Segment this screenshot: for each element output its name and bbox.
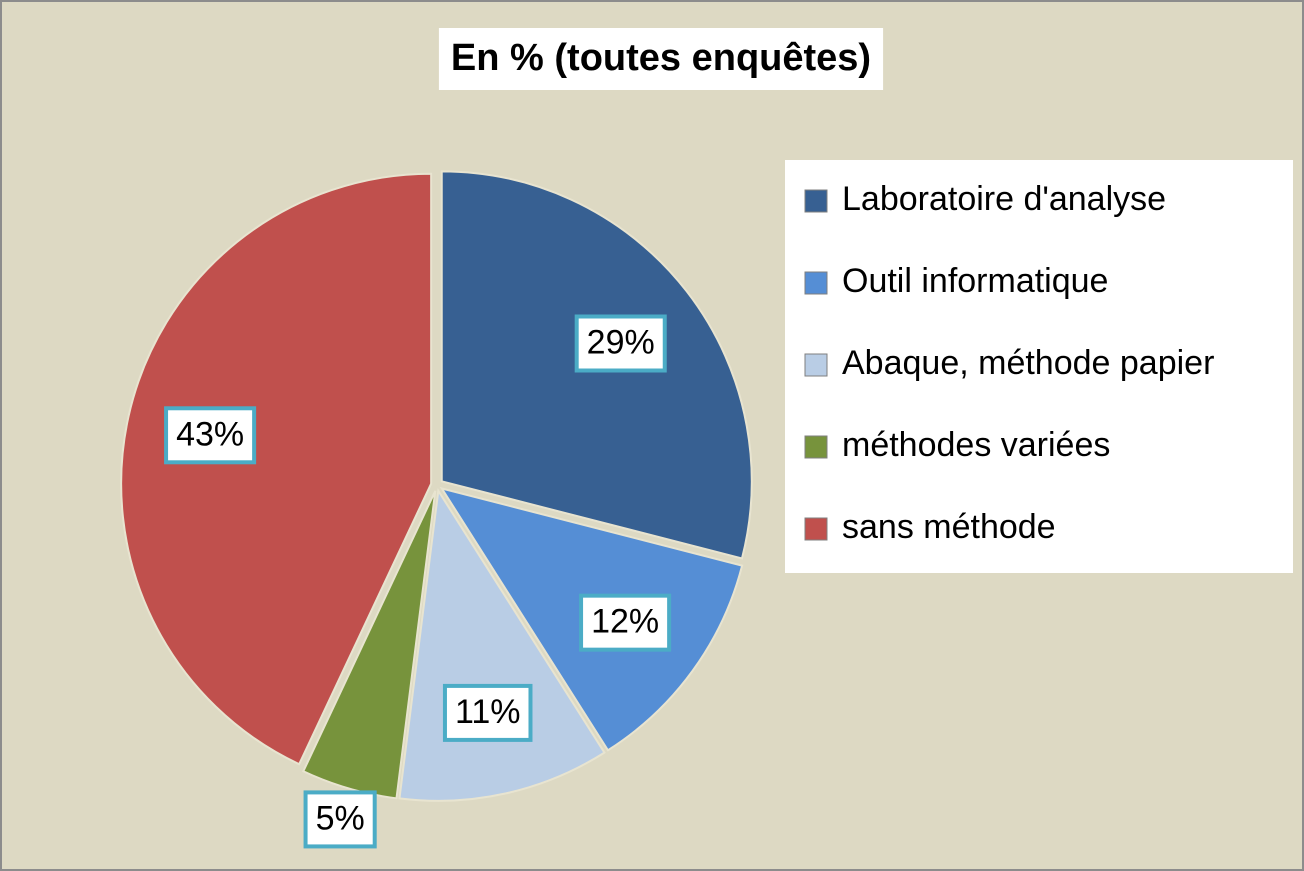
- pie-slice: [302, 490, 437, 800]
- data-label: 11%: [455, 693, 521, 731]
- legend-swatch: [804, 271, 828, 295]
- data-label: 43%: [176, 415, 244, 453]
- data-label-box: [164, 406, 257, 465]
- legend-label: Outil informatique: [842, 262, 1108, 300]
- title-box: [438, 28, 884, 90]
- pie-slice: [120, 172, 433, 766]
- legend-swatch: [804, 353, 828, 377]
- data-label: 29%: [587, 323, 655, 361]
- legend-box: [785, 160, 1293, 573]
- data-label: 12%: [591, 603, 659, 641]
- legend-label: sans méthode: [842, 508, 1056, 546]
- legend-swatch: [804, 435, 828, 459]
- data-label-box: [303, 790, 377, 849]
- data-label: 5%: [316, 799, 365, 837]
- legend-swatch: [804, 517, 828, 541]
- data-label-box: [574, 314, 667, 373]
- legend-swatch: [804, 189, 828, 213]
- chart-title: En % (toutes enquêtes): [451, 37, 871, 79]
- legend-label: méthodes variées: [842, 426, 1110, 464]
- data-label-box: [442, 683, 533, 742]
- legend-label: Laboratoire d'analyse: [842, 180, 1166, 218]
- data-label-box: [579, 593, 672, 652]
- legend-label: Abaque, méthode papier: [842, 344, 1214, 382]
